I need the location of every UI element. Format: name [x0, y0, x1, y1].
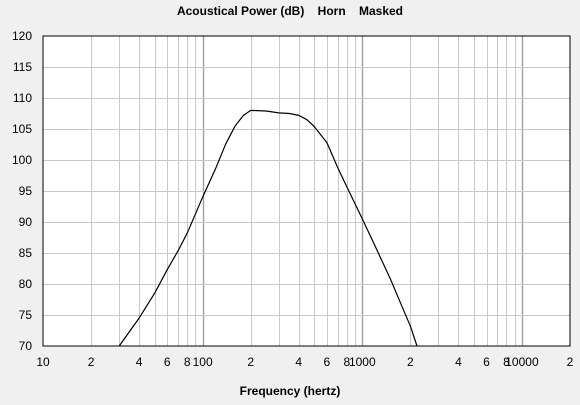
x-tick-label: 6	[324, 355, 331, 369]
data-point	[326, 142, 327, 143]
data-point	[167, 269, 168, 270]
x-tick-label: 2	[407, 355, 414, 369]
data-point	[154, 293, 155, 294]
y-tick-label: 100	[12, 153, 32, 167]
data-point	[235, 125, 236, 126]
data-point	[337, 167, 338, 168]
y-tick-label: 85	[19, 246, 33, 260]
x-tick-label: 10	[36, 355, 50, 369]
x-tick-label: 6	[164, 355, 171, 369]
data-point	[402, 308, 403, 309]
data-point	[289, 113, 290, 114]
data-point	[306, 119, 307, 120]
data-point	[416, 345, 417, 346]
x-tick-label: 8	[184, 355, 191, 369]
data-point	[298, 115, 299, 116]
data-point	[266, 110, 267, 111]
data-point	[314, 126, 315, 127]
y-tick-label: 75	[19, 308, 33, 322]
plot-border	[42, 35, 571, 347]
y-tick-label: 90	[19, 215, 33, 229]
x-tick-label: 8	[503, 355, 510, 369]
data-point	[410, 326, 411, 327]
data-point	[243, 115, 244, 116]
chart-title: Acoustical Power (dB) Horn Masked	[177, 4, 403, 18]
y-tick-label: 105	[12, 122, 32, 136]
data-point	[225, 143, 226, 144]
data-point	[374, 245, 375, 246]
y-tick-label: 115	[13, 60, 32, 74]
data-point	[187, 233, 188, 234]
data-point	[278, 112, 279, 113]
response-curve	[118, 109, 418, 347]
data-point	[390, 278, 391, 279]
x-tick-label: 8	[343, 355, 350, 369]
x-tick-label: 6	[483, 355, 490, 369]
y-tick-label: 95	[19, 184, 33, 198]
series-layer	[118, 109, 418, 347]
data-point	[215, 169, 216, 170]
y-axis-ticks: 70 75 80 85 90 95 100 105 110 115 120	[12, 29, 32, 353]
x-tick-label: 100	[193, 355, 213, 369]
x-axis-label: Frequency (hertz)	[240, 384, 341, 398]
x-tick-label: 2	[247, 355, 254, 369]
data-point	[139, 318, 140, 319]
x-tick-label: 2	[567, 355, 574, 369]
x-tick-label: 1000	[349, 355, 376, 369]
data-point	[362, 218, 363, 219]
x-tick-label: 4	[455, 355, 462, 369]
y-tick-label: 120	[12, 29, 32, 43]
data-point	[119, 345, 120, 346]
data-point	[346, 186, 347, 187]
x-tick-label: 4	[136, 355, 143, 369]
x-tick-label: 2	[88, 355, 95, 369]
data-point	[202, 197, 203, 198]
data-point	[177, 251, 178, 252]
x-tick-label: 4	[295, 355, 302, 369]
y-tick-label: 80	[19, 277, 33, 291]
y-tick-label: 70	[19, 339, 33, 353]
y-tick-label: 110	[13, 91, 32, 105]
x-tick-label: 10000	[505, 355, 539, 369]
grid-lines	[43, 36, 570, 346]
data-point	[250, 110, 251, 111]
